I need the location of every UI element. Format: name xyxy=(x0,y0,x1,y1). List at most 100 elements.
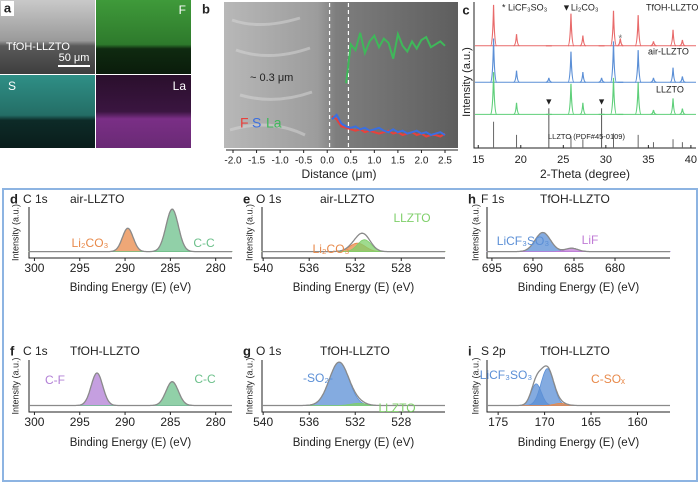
diffraction-peak xyxy=(567,51,575,83)
peak-label: C-C xyxy=(193,236,215,250)
peak-label: LiCF₃SO₃ xyxy=(480,368,533,382)
diffraction-peak xyxy=(669,29,677,47)
label-box xyxy=(1,1,14,16)
x-axis-title: Binding Energy (E) (eV) xyxy=(293,282,415,294)
diffraction-peak xyxy=(650,77,657,83)
x-tick-label: 15 xyxy=(472,154,484,166)
annotation: ~ 0.3 μm xyxy=(250,72,293,84)
sample-name: TfOH-LLZTO xyxy=(320,344,390,358)
envelope xyxy=(29,372,232,407)
sample-name: TfOH-LLZTO xyxy=(540,192,610,206)
x-axis-title: 2-Theta (degree) xyxy=(540,167,630,181)
axes xyxy=(473,2,696,149)
panel-letter: d xyxy=(10,191,18,206)
panel-letter: e xyxy=(243,191,250,206)
diffraction-peak xyxy=(650,41,657,47)
panel-letter: c xyxy=(462,2,469,17)
x-tick-label: 2.0 xyxy=(414,156,428,167)
y-axis-title: Intensity (a.u.) xyxy=(470,204,480,261)
x-tick-label: 280 xyxy=(206,415,226,429)
peak-label: Li₂CO₃ xyxy=(72,236,109,250)
x-tick-label: 295 xyxy=(70,261,90,275)
y-axis-title: Intensity (a.u.) xyxy=(244,204,254,261)
diffraction-peak xyxy=(567,13,575,47)
diffraction-peak xyxy=(650,109,657,116)
x-tick-label: 528 xyxy=(391,415,411,429)
x-tick-label: 0.0 xyxy=(320,156,334,167)
diffraction-peak xyxy=(489,38,498,83)
sample-label: TfOH-LLZTO xyxy=(6,41,70,53)
y-axis-title: Intensity (a.u.) xyxy=(470,357,480,414)
diffraction-peak xyxy=(634,82,642,116)
diffraction-peak xyxy=(579,102,587,116)
diffraction-peak xyxy=(679,108,686,116)
x-tick-label: 690 xyxy=(523,261,543,275)
series-label: TfOH-LLZTO xyxy=(646,2,698,12)
x-tick-label: 165 xyxy=(581,415,601,429)
axes xyxy=(28,360,232,413)
panel-frame xyxy=(2,188,698,482)
x-tick-label: -1.0 xyxy=(271,156,289,167)
diffraction-peak xyxy=(617,38,624,47)
series-label: air-LLZTO xyxy=(648,46,689,56)
line-series xyxy=(331,113,446,137)
sample-name: air-LLZTO xyxy=(320,192,374,206)
x-tick-label: 1.5 xyxy=(391,156,405,167)
x-tick-label: 25 xyxy=(557,154,569,166)
diffraction-peak xyxy=(513,34,520,47)
sample-name: TfOH-LLZTO xyxy=(540,344,610,358)
diffraction-peak xyxy=(669,98,677,116)
diffraction-peak xyxy=(609,77,618,116)
envelope xyxy=(262,232,445,253)
legend-label: S xyxy=(252,115,261,131)
x-tick-label: 280 xyxy=(206,261,226,275)
y-axis-title: Intensity (a.u.) xyxy=(244,357,254,414)
x-tick-label: 160 xyxy=(627,415,647,429)
x-tick-label: 175 xyxy=(488,415,508,429)
y-axis-title: Intensity (a.u.) xyxy=(461,47,473,117)
x-tick-label: 285 xyxy=(160,261,180,275)
x-tick-label: 40 xyxy=(685,154,697,166)
sample-name: TfOH-LLZTO xyxy=(70,344,140,358)
panel-letter: f xyxy=(10,343,15,358)
x-tick-label: 540 xyxy=(253,415,273,429)
core-level: O 1s xyxy=(256,344,281,358)
legend-label: La xyxy=(266,115,282,131)
panel-letter: h xyxy=(468,191,476,206)
line-series xyxy=(331,115,446,138)
core-level: C 1s xyxy=(23,344,48,358)
x-tick-label: 680 xyxy=(605,261,625,275)
panel-letter: a xyxy=(4,0,12,15)
x-axis-title: Distance (μm) xyxy=(302,167,377,181)
x-tick-label: -2.0 xyxy=(224,156,242,167)
map-s xyxy=(0,75,95,148)
x-tick-label: 170 xyxy=(535,415,555,429)
peak-label: C-F xyxy=(45,373,65,387)
diffraction-peak xyxy=(609,10,618,47)
map-label: F xyxy=(179,3,186,17)
core-level: C 1s xyxy=(23,192,48,206)
diffraction-peak xyxy=(634,50,642,83)
y-axis-title: Intensity (a.u.) xyxy=(10,204,20,261)
core-level: F 1s xyxy=(481,192,504,206)
axes xyxy=(28,207,232,259)
peak-label: C-SOₓ xyxy=(591,372,625,386)
peak-label: LiF xyxy=(582,233,599,247)
diffraction-peak xyxy=(489,4,498,47)
x-tick-label: 300 xyxy=(24,261,44,275)
panel-letter: g xyxy=(243,343,251,358)
sample-name: air-LLZTO xyxy=(70,192,124,206)
label-box xyxy=(199,2,213,18)
map-label: S xyxy=(8,79,16,93)
x-tick-label: 532 xyxy=(345,415,365,429)
panel-letter: i xyxy=(468,343,472,358)
diffraction-peak xyxy=(513,102,520,116)
axes xyxy=(261,207,445,259)
x-axis-title: Binding Energy (E) (eV) xyxy=(70,437,192,449)
peak-marker: * xyxy=(618,33,622,44)
envelope xyxy=(29,208,232,253)
x-tick-label: 35 xyxy=(642,154,654,166)
x-tick-label: -1.5 xyxy=(248,156,266,167)
y-axis-title: Intensity (a.u.) xyxy=(10,357,20,414)
peak-label: -SO₂- xyxy=(303,371,333,385)
